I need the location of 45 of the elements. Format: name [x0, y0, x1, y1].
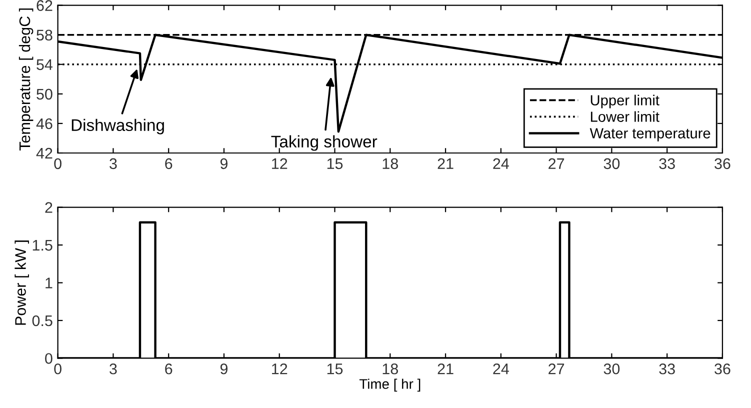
x-tick-label: 24	[493, 363, 509, 374]
legend-label: Lower limit	[590, 111, 660, 122]
x-tick-label: 36	[714, 158, 730, 170]
x-tick-label: 0	[54, 363, 62, 374]
x-tick-label: 33	[659, 363, 675, 374]
x-tick-label: 9	[220, 363, 228, 374]
x-tick-label: 6	[165, 363, 172, 374]
y-tick-label: 1.5	[32, 240, 52, 251]
x-tick-label: 21	[438, 158, 454, 169]
x-tick-label: 36	[714, 363, 730, 374]
x-tick-label: 9	[220, 158, 228, 170]
y-tick-label: 0	[45, 353, 52, 364]
annotation: Dishwashing	[72, 118, 164, 134]
y-tick-label: 50	[36, 88, 52, 100]
x-tick-label: 27	[548, 158, 564, 169]
y-axis-title: Temperature [ degC ]	[18, 8, 34, 151]
legend-label: Upper limit	[590, 94, 660, 108]
x-tick-label: 6	[165, 158, 172, 170]
x-tick-label: 12	[272, 363, 288, 374]
x-tick-label: 3	[110, 158, 117, 170]
y-tick-label: 0.5	[32, 315, 52, 326]
y-tick-label: 46	[36, 118, 52, 130]
y-tick-label: 58	[36, 30, 52, 41]
x-tick-label: 0	[54, 158, 62, 170]
x-tick-label: 3	[110, 363, 117, 374]
x-tick-label: 21	[438, 363, 454, 374]
y-tick-label: 62	[36, 0, 52, 11]
x-tick-label: 24	[493, 158, 509, 169]
x-tick-label: 15	[327, 364, 343, 374]
y-tick-label: 42	[36, 148, 52, 159]
y-tick-label: 1	[46, 278, 52, 288]
x-tick-label: 30	[604, 158, 620, 170]
annotation: Taking shower	[271, 135, 378, 151]
legend-label: Water temperature	[590, 128, 710, 142]
x-axis-title: Time [ hr ]	[359, 378, 420, 392]
y-tick-label: 2	[45, 202, 52, 213]
x-tick-label: 18	[382, 158, 398, 170]
x-tick-label: 30	[604, 363, 620, 374]
y-axis-title: Power [ kW ]	[14, 240, 29, 325]
x-tick-label: 33	[659, 158, 675, 170]
x-tick-label: 15	[327, 158, 343, 170]
x-tick-label: 12	[272, 158, 288, 169]
y-tick-label: 54	[36, 59, 53, 70]
x-tick-label: 18	[382, 363, 398, 374]
x-tick-label: 27	[548, 363, 564, 374]
